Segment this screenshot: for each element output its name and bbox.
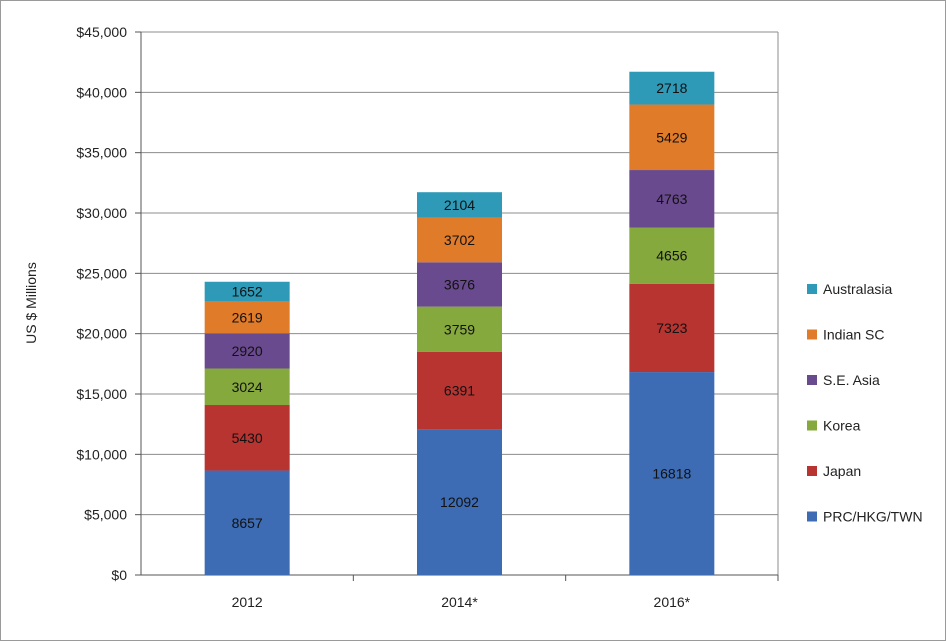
bar-segment <box>629 372 715 575</box>
legend-label: PRC/HKG/TWN <box>823 509 923 525</box>
y-tick-labels: $0 $5,000 $10,000 $15,000 $20,000 $25,000 $30,… <box>76 24 127 583</box>
y-tick-label: $20,000 <box>76 326 127 342</box>
bar-segment <box>417 192 502 218</box>
legend-label: Japan <box>823 463 861 479</box>
data-label: 3024 <box>232 379 263 395</box>
y-axis-label: US $ Millions <box>23 262 39 344</box>
legend-swatch <box>807 329 817 340</box>
legend-label: Indian SC <box>823 327 884 343</box>
bar-segment <box>417 262 502 307</box>
bar-segment <box>417 306 502 352</box>
data-label: 3759 <box>444 321 475 337</box>
legend-swatch <box>807 466 817 476</box>
x-tick-label: 2012 <box>232 594 263 610</box>
data-label: 2104 <box>444 197 475 213</box>
data-label: 1652 <box>232 284 263 300</box>
data-label: 4763 <box>656 191 687 207</box>
legend-swatch <box>807 375 817 385</box>
x-tick-labels: 2012 2014* 2016* <box>232 594 691 610</box>
x-tick-label: 2016* <box>654 594 691 610</box>
y-tick-label: $15,000 <box>76 386 127 402</box>
data-label: 5430 <box>232 430 263 446</box>
data-label: 2718 <box>656 80 687 96</box>
data-label: 5429 <box>656 129 687 145</box>
data-label: 4656 <box>656 248 687 264</box>
bar-segment <box>629 71 715 105</box>
legend-label: S.E. Asia <box>823 372 880 388</box>
data-label: 3676 <box>444 276 475 292</box>
bar-segment <box>204 301 290 334</box>
legend-swatch <box>807 284 817 294</box>
bar-segment <box>417 351 502 430</box>
bars: 8657 5430 3024 2920 2619 1652 12092 6391 3759 367… <box>204 71 715 575</box>
y-tick-label: $30,000 <box>76 205 127 221</box>
bar-segment <box>629 227 715 284</box>
data-label: 16818 <box>652 466 691 482</box>
y-tick-label: $35,000 <box>76 145 127 161</box>
legend-label: Korea <box>823 418 861 434</box>
legend: Australasia Indian SC S.E. Asia Korea Japan P… <box>807 281 923 525</box>
bar-segment <box>417 217 502 263</box>
bar-segment <box>204 368 290 406</box>
data-label: 8657 <box>232 515 263 531</box>
data-label: 3702 <box>444 232 475 248</box>
y-tick-label: $5,000 <box>84 507 127 523</box>
data-label: 6391 <box>444 383 475 399</box>
bar-segment <box>629 170 715 228</box>
data-label: 2920 <box>232 343 263 359</box>
data-label: 7323 <box>656 320 687 336</box>
bar-segment <box>204 281 290 302</box>
y-tick-label: $0 <box>111 567 127 583</box>
legend-swatch <box>807 511 817 522</box>
bar-segment <box>417 429 502 575</box>
bar-segment <box>204 405 290 471</box>
y-tick-label: $40,000 <box>76 84 127 100</box>
legend-label: Australasia <box>823 281 892 297</box>
y-tick-label: $45,000 <box>76 24 127 40</box>
data-label: 12092 <box>440 494 479 510</box>
y-tick-label: $10,000 <box>76 446 127 462</box>
y-tick-label: $25,000 <box>76 265 127 281</box>
bar-segment <box>629 104 715 171</box>
bar-segment <box>204 333 290 369</box>
x-tick-label: 2014* <box>441 594 478 610</box>
data-label: 2619 <box>232 309 263 325</box>
bar-segment <box>204 470 290 575</box>
legend-swatch <box>807 420 817 431</box>
bar-segment <box>629 283 715 373</box>
